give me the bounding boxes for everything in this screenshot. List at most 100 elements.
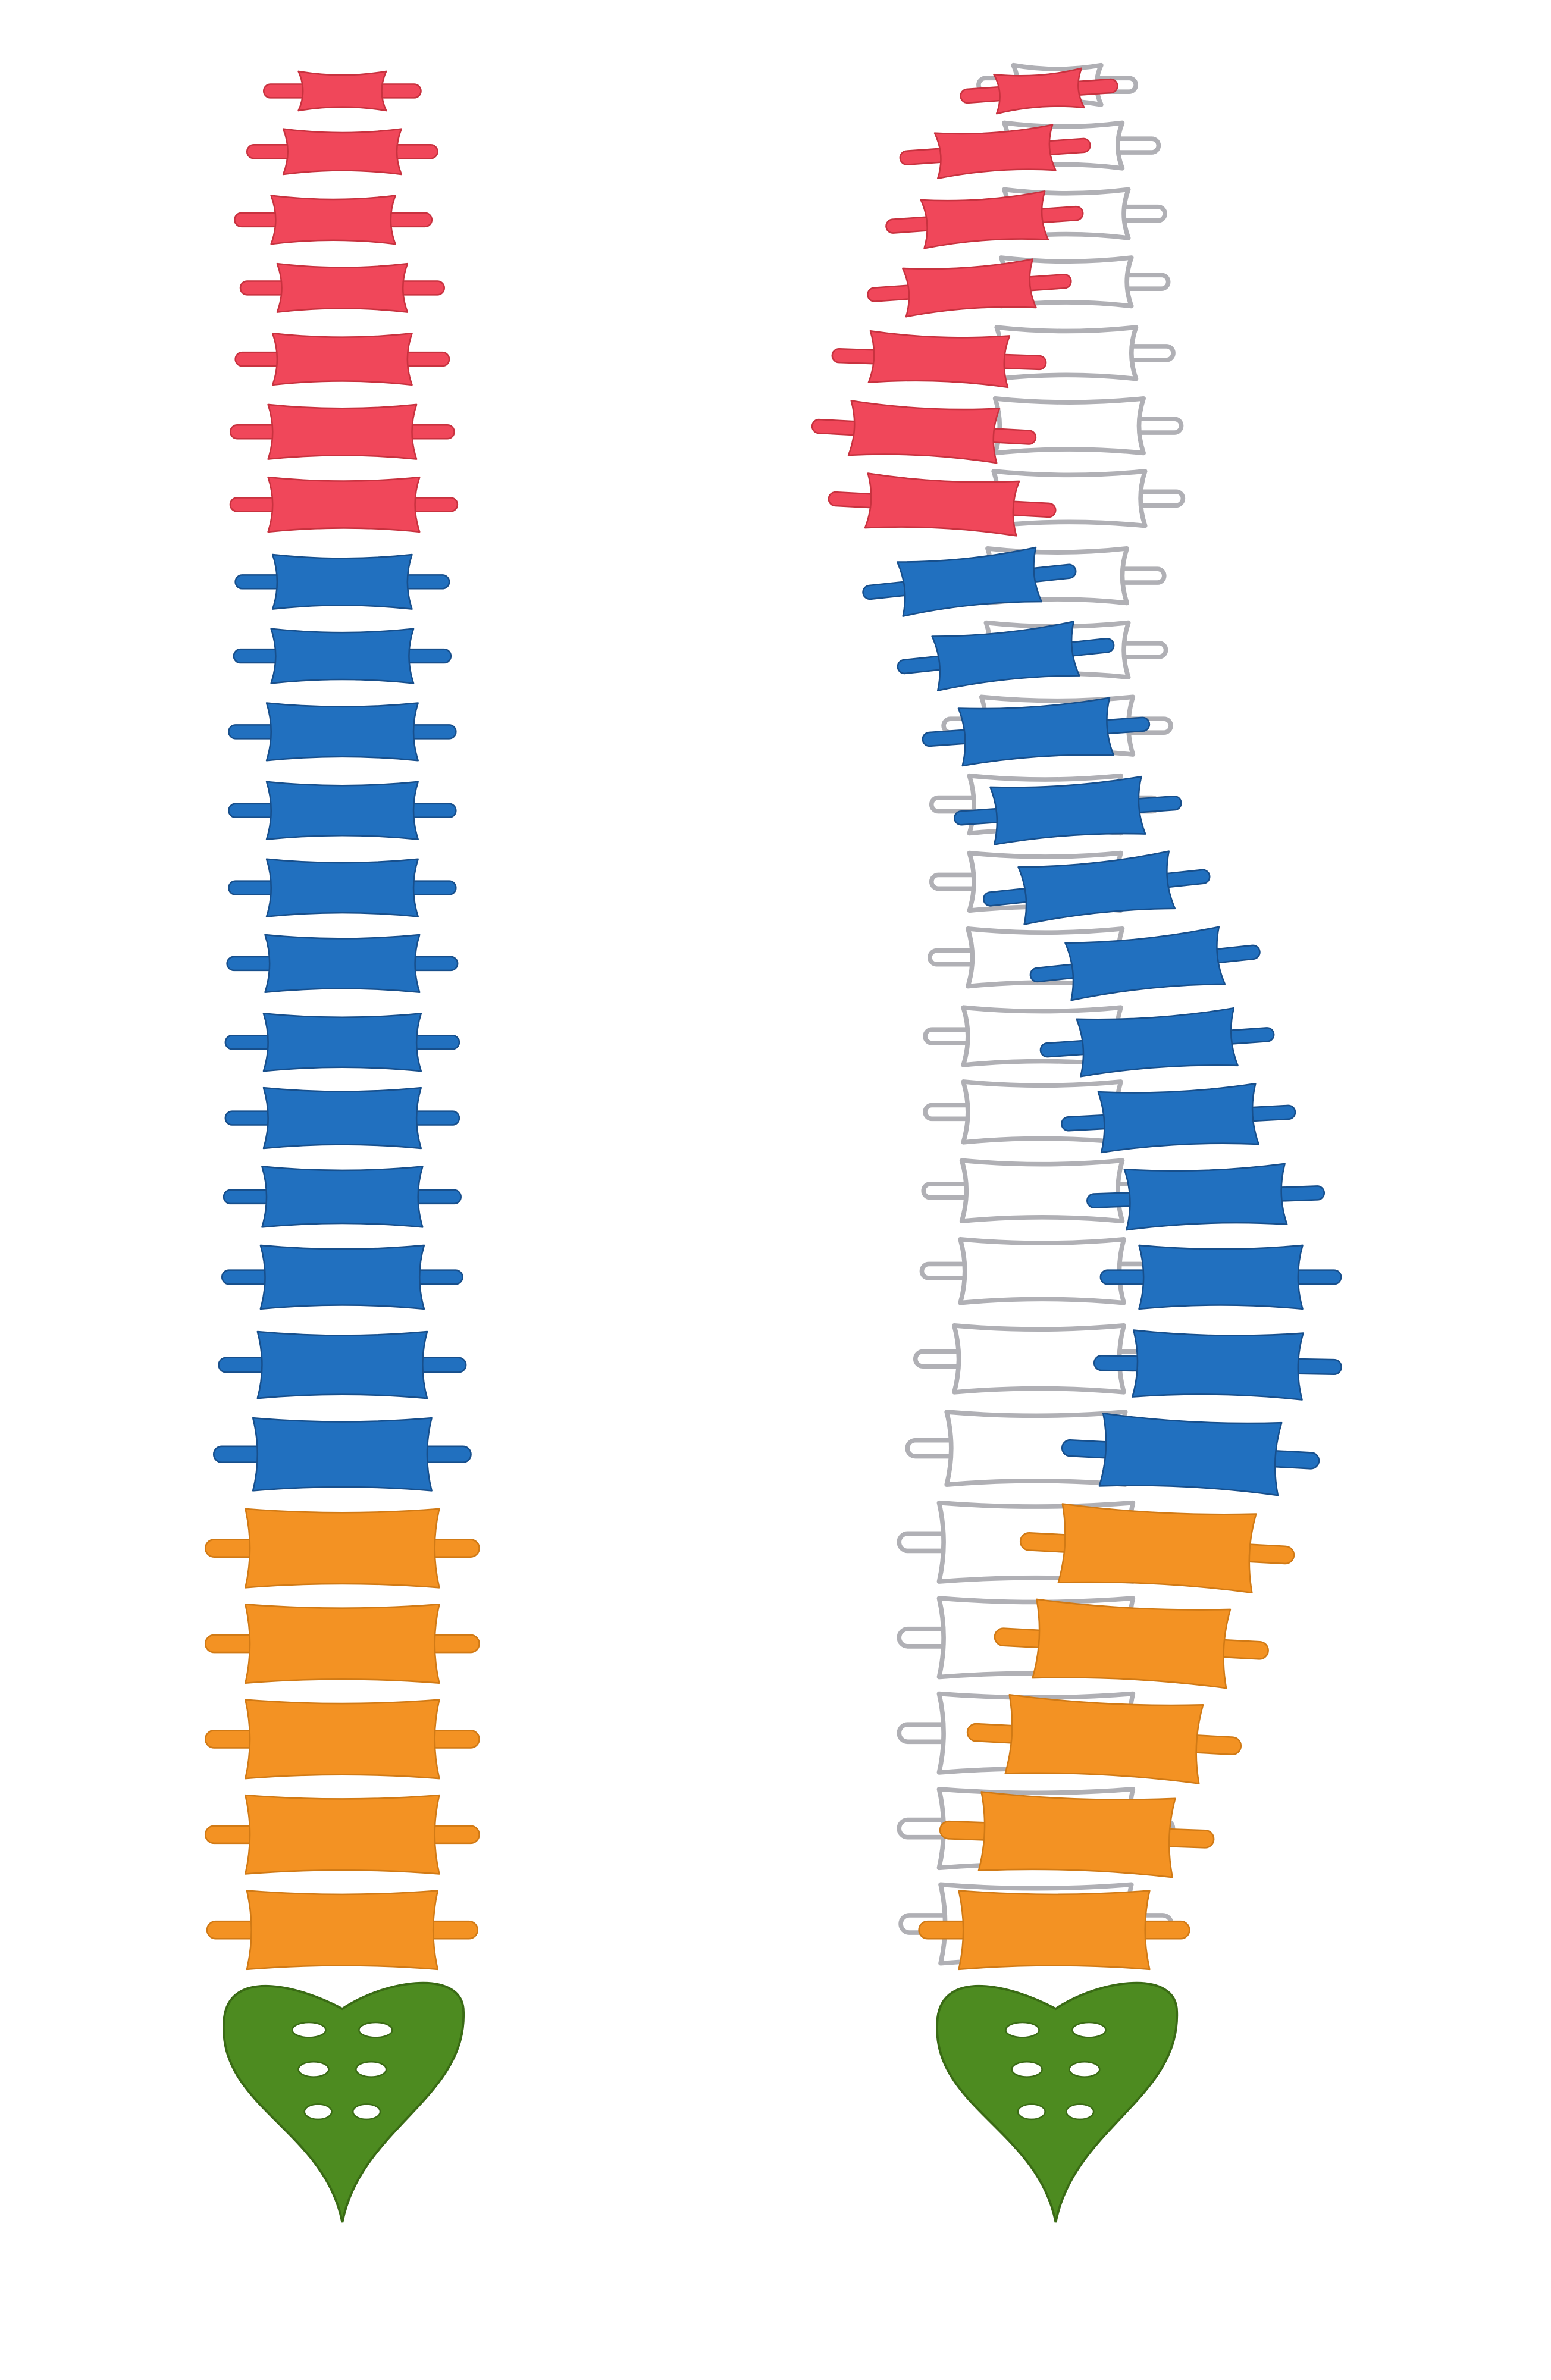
vertebral-body: [992, 396, 1146, 456]
vertebra: [994, 1598, 1269, 1689]
vertebral-body: [1017, 850, 1176, 925]
vertebral-body: [271, 553, 413, 610]
vertebra: [206, 1890, 478, 1971]
vertebral-body: [256, 1330, 428, 1399]
vertebra: [262, 70, 422, 112]
vertebra: [885, 190, 1084, 249]
vertebra: [228, 858, 457, 917]
sacral-foramen: [297, 2060, 330, 2078]
vertebra: [229, 403, 455, 460]
vertebra: [204, 1604, 480, 1684]
vertebra: [246, 128, 438, 176]
sacral-foramen: [1069, 2060, 1101, 2078]
vertebral-body: [961, 1079, 1123, 1145]
vertebra: [226, 934, 459, 994]
vertebra: [229, 476, 459, 533]
vertebra: [899, 124, 1091, 180]
vertebral-body: [1132, 1329, 1304, 1401]
sacral-foramen: [358, 2021, 393, 2038]
vertebral-body: [1064, 926, 1226, 1001]
vertebra: [233, 628, 452, 684]
vertebral-body: [245, 1604, 440, 1684]
vertebral-body: [1057, 1503, 1257, 1594]
sacrum: [222, 1981, 465, 2223]
vertebra: [982, 850, 1211, 925]
vertebra: [221, 1244, 463, 1310]
vertebral-body: [993, 67, 1085, 115]
sacral-foramen: [1005, 2021, 1040, 2038]
vertebral-body: [265, 702, 419, 762]
vertebral-body: [245, 1699, 440, 1780]
vertebral-body: [264, 934, 421, 994]
vertebra: [1039, 1007, 1275, 1078]
vertebral-body: [267, 403, 418, 460]
vertebral-body: [867, 330, 1011, 389]
vertebral-body: [270, 628, 415, 684]
vertebral-body: [958, 1890, 1151, 1971]
vertebral-body: [864, 472, 1020, 537]
vertebra: [1093, 1329, 1342, 1401]
vertebra: [212, 1417, 472, 1492]
vertebra: [228, 781, 457, 840]
vertebra: [1029, 926, 1261, 1001]
vertebral-body: [977, 1791, 1176, 1878]
vertebra: [966, 1693, 1242, 1784]
vertebral-body: [1123, 1163, 1288, 1231]
sacral-foramen: [352, 2103, 381, 2121]
vertebral-body: [271, 333, 413, 386]
vertebra: [922, 697, 1151, 767]
vertebral-body: [1138, 1244, 1304, 1310]
sacral-foramen: [1066, 2103, 1095, 2121]
vertebra: [223, 1166, 462, 1228]
vertebra: [867, 258, 1072, 318]
vertebral-body: [1004, 1693, 1204, 1784]
vertebral-body: [847, 400, 1001, 464]
vertebra: [862, 546, 1077, 617]
vertebral-body: [1097, 1083, 1259, 1154]
vertebral-body: [959, 1158, 1125, 1224]
vertebra: [224, 1086, 460, 1150]
vertebra: [918, 1890, 1190, 1971]
vertebral-body: [896, 546, 1042, 617]
vertebra: [960, 67, 1118, 115]
vertebra: [204, 1794, 480, 1875]
vertebra: [897, 621, 1115, 691]
vertebral-body: [245, 1794, 440, 1875]
vertebral-body: [261, 1166, 424, 1228]
vertebral-body: [952, 1323, 1126, 1395]
vertebra: [1086, 1163, 1326, 1231]
vertebral-body: [1076, 1007, 1239, 1078]
vertebral-body: [252, 1417, 433, 1492]
vertebral-body: [994, 325, 1139, 381]
vertebral-body: [931, 621, 1080, 691]
vertebra: [218, 1330, 467, 1399]
vertebral-body: [958, 1236, 1126, 1305]
vertebra: [1061, 1083, 1296, 1154]
vertebra: [954, 775, 1182, 845]
sacral-foramen: [292, 2021, 327, 2038]
vertebral-body: [245, 1508, 440, 1589]
vertebra: [234, 195, 433, 245]
vertebra: [228, 702, 457, 762]
vertebra: [204, 1508, 480, 1589]
vertebral-body: [1098, 1413, 1283, 1496]
sacrum-body: [936, 1981, 1179, 2223]
vertebra: [1019, 1503, 1295, 1594]
sacral-foramen: [1071, 2021, 1107, 2038]
vertebra: [811, 400, 1037, 464]
vertebra: [939, 1791, 1215, 1878]
vertebral-body: [265, 858, 419, 917]
sacrum: [936, 1981, 1179, 2223]
vertebra: [239, 262, 445, 313]
vertebral-body: [262, 1086, 422, 1150]
vertebral-body: [957, 697, 1115, 767]
sacral-foramen: [355, 2060, 387, 2078]
sacral-foramen: [1011, 2060, 1043, 2078]
vertebral-body: [989, 775, 1146, 845]
vertebra: [828, 472, 1057, 537]
vertebra: [831, 330, 1047, 389]
sacral-foramen: [1017, 2103, 1046, 2121]
vertebral-body: [991, 469, 1148, 528]
